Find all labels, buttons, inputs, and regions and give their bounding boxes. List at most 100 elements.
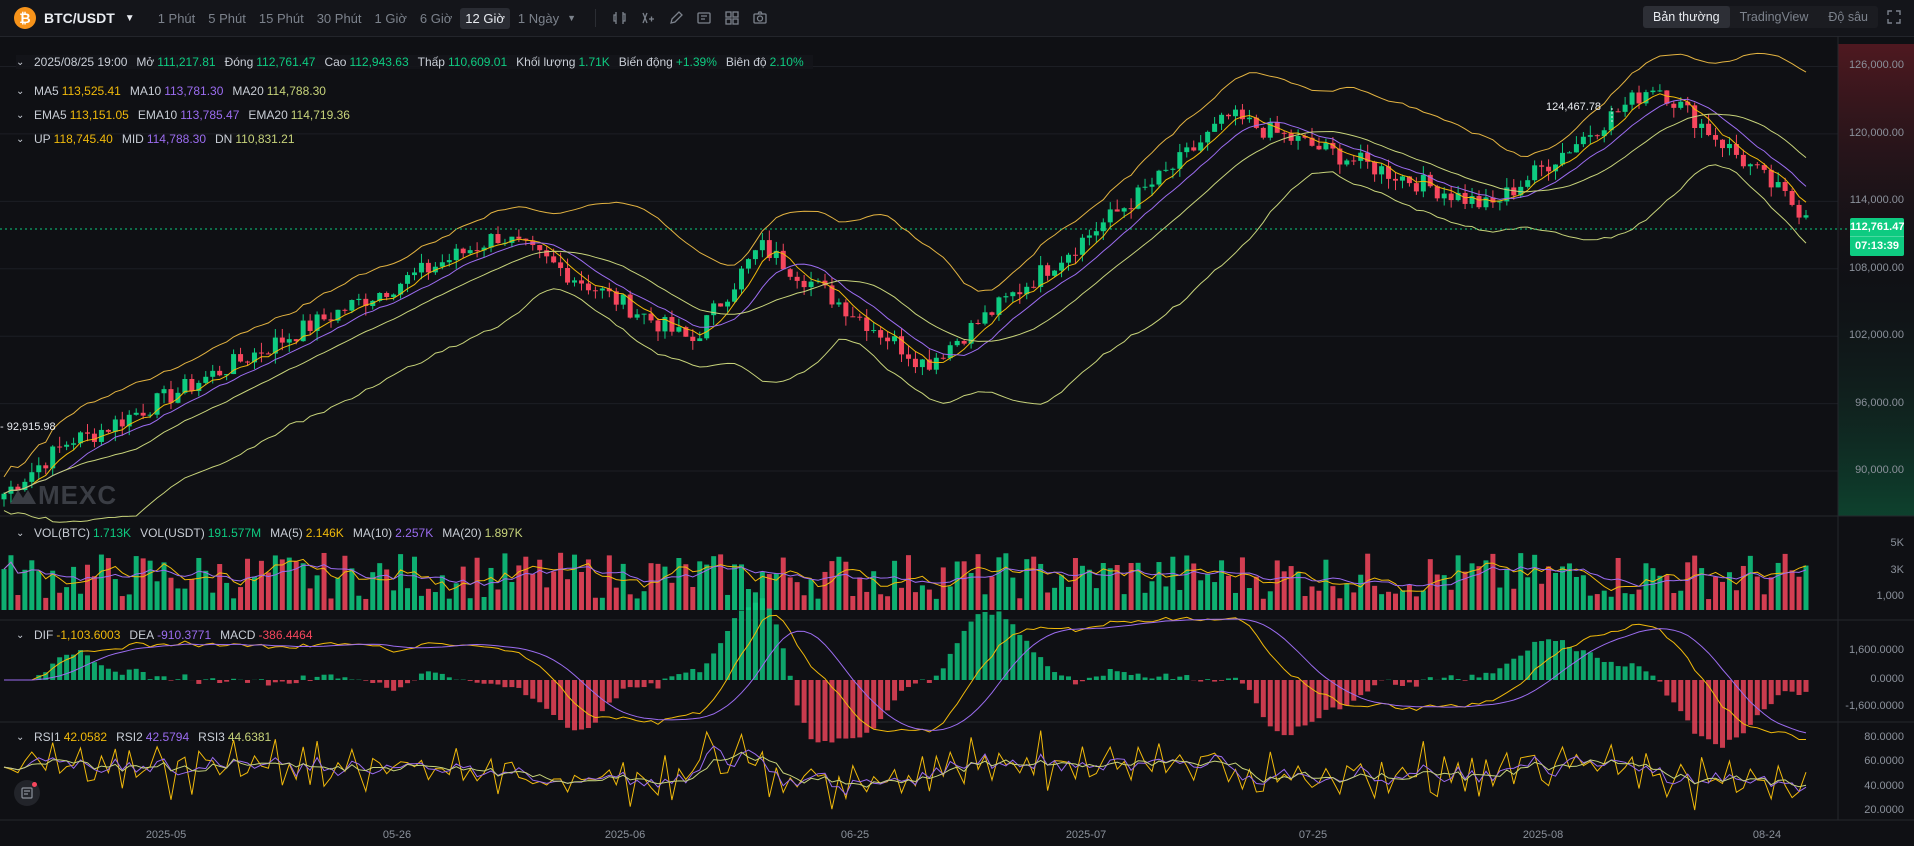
candle-body xyxy=(1427,174,1433,187)
volume-bar xyxy=(878,594,884,610)
change-value: +1.39% xyxy=(675,55,717,69)
chevron-down-icon[interactable]: ⌄ xyxy=(16,109,25,121)
macd-histogram-bar xyxy=(50,663,56,680)
chevron-down-icon[interactable]: ⌄ xyxy=(16,527,25,539)
volume-bar xyxy=(1532,554,1538,610)
volume-bar xyxy=(1622,593,1628,610)
macd-histogram-bar xyxy=(342,677,348,680)
candle-body xyxy=(1,493,7,500)
macd-histogram-bar xyxy=(1226,678,1232,680)
macd-histogram-bar xyxy=(57,657,63,680)
candle-body xyxy=(683,327,689,337)
chevron-down-icon[interactable]: ⌄ xyxy=(16,629,25,641)
volume-bar xyxy=(961,561,967,610)
candle-body xyxy=(474,250,480,252)
volume-bar xyxy=(718,554,724,610)
macd-histogram-bar xyxy=(1156,676,1162,680)
macd-histogram-bar xyxy=(154,676,160,680)
candle-body xyxy=(1072,254,1078,256)
more-interval-dropdown[interactable]: 1 Ngày ▼ xyxy=(513,8,581,29)
volume-bar xyxy=(787,577,793,610)
layout-grid-icon[interactable] xyxy=(718,7,746,29)
pair-dropdown-icon[interactable]: ▼ xyxy=(124,12,135,24)
volume-bar xyxy=(1580,575,1586,610)
macd-histogram-bar xyxy=(140,671,146,680)
chevron-down-icon[interactable]: ⌄ xyxy=(16,133,25,145)
interval-list: 1 Phút 5 Phút 15 Phút 30 Phút 1 Giờ 6 Giờ 12 G… xyxy=(153,7,513,29)
candle-body xyxy=(1198,142,1204,151)
date-axis-label: 06-25 xyxy=(840,829,870,841)
date-axis-label: 2025-08 xyxy=(1522,829,1564,841)
candle-body xyxy=(1170,168,1176,170)
interval-1[interactable]: 5 Phút xyxy=(208,10,246,26)
candle-body xyxy=(391,294,397,297)
macd-histogram-bar xyxy=(1052,672,1058,680)
macd-histogram-bar xyxy=(1219,680,1225,681)
interval-3[interactable]: 30 Phút xyxy=(316,10,362,26)
chevron-down-icon[interactable]: ⌄ xyxy=(16,731,25,743)
macd-histogram-bar xyxy=(363,680,369,681)
macd-histogram-bar xyxy=(926,680,932,683)
view-tab-1[interactable]: TradingView xyxy=(1739,10,1809,24)
macd-histogram-bar xyxy=(1601,662,1607,680)
volume-bar xyxy=(613,587,619,610)
volume-bar xyxy=(1413,596,1419,610)
volume-bar xyxy=(432,592,438,610)
candle-body xyxy=(1622,104,1628,112)
candle-body xyxy=(933,357,939,370)
view-tab-2[interactable]: Độ sâu xyxy=(1828,10,1868,24)
volume-bar xyxy=(1309,586,1315,610)
macd-histogram-bar xyxy=(1205,679,1211,680)
mexc-watermark: MEXC xyxy=(8,480,117,511)
camera-icon[interactable] xyxy=(746,7,774,29)
macd-histogram-bar xyxy=(1726,680,1732,740)
low-label: Thấp xyxy=(417,55,445,69)
candle-body xyxy=(669,317,675,332)
volume-bar xyxy=(1302,596,1308,610)
candle-body xyxy=(398,283,404,295)
volume-bar xyxy=(1601,590,1607,610)
candle-body xyxy=(50,446,56,469)
candle-body xyxy=(349,300,355,311)
chevron-down-icon[interactable]: ⌄ xyxy=(16,85,25,97)
volume-bar xyxy=(1170,556,1176,610)
interval-6[interactable]: 12 Giờ xyxy=(460,7,510,29)
candle-body xyxy=(1302,136,1308,138)
pair-name[interactable]: BTC/USDT xyxy=(44,10,115,26)
candle-body xyxy=(1142,186,1148,188)
candle-body xyxy=(231,354,237,375)
candle-body xyxy=(1720,139,1726,149)
interval-5[interactable]: 6 Giờ xyxy=(419,10,453,26)
vol-ma20-value: 1.897K xyxy=(484,526,523,540)
candle-body xyxy=(1226,114,1232,117)
volume-bar xyxy=(1253,576,1259,610)
pencil-icon[interactable] xyxy=(662,7,690,29)
fullscreen-icon[interactable] xyxy=(1886,9,1904,27)
view-tab-0[interactable]: Bản thường xyxy=(1642,6,1730,28)
ma10-label: MA10 xyxy=(129,84,162,98)
indicator-icon[interactable] xyxy=(606,7,634,29)
candle-body xyxy=(620,294,626,305)
candle-body xyxy=(829,285,835,305)
macd-histogram-bar xyxy=(843,680,849,739)
candle-body xyxy=(1393,178,1399,181)
candle-body xyxy=(1260,127,1266,138)
volume-bar xyxy=(36,571,42,610)
settings-icon[interactable] xyxy=(690,7,718,29)
volume-bar xyxy=(1726,572,1732,610)
order-panel-button[interactable] xyxy=(14,780,40,806)
volume-bar xyxy=(1587,595,1593,610)
candle-body xyxy=(878,330,884,338)
volume-bar xyxy=(377,563,383,610)
interval-0[interactable]: 1 Phút xyxy=(157,10,196,26)
formula-icon[interactable] xyxy=(634,7,662,29)
date-axis-label: 08-24 xyxy=(1752,829,1782,841)
macd-histogram-bar xyxy=(516,680,522,688)
candle-body xyxy=(265,353,271,355)
interval-2[interactable]: 15 Phút xyxy=(258,10,304,26)
chevron-down-icon[interactable]: ⌄ xyxy=(16,56,25,68)
macd-axis-label: -1,600.0000 xyxy=(1845,700,1904,712)
interval-4[interactable]: 1 Giờ xyxy=(374,10,407,26)
volume-bar xyxy=(154,581,160,610)
